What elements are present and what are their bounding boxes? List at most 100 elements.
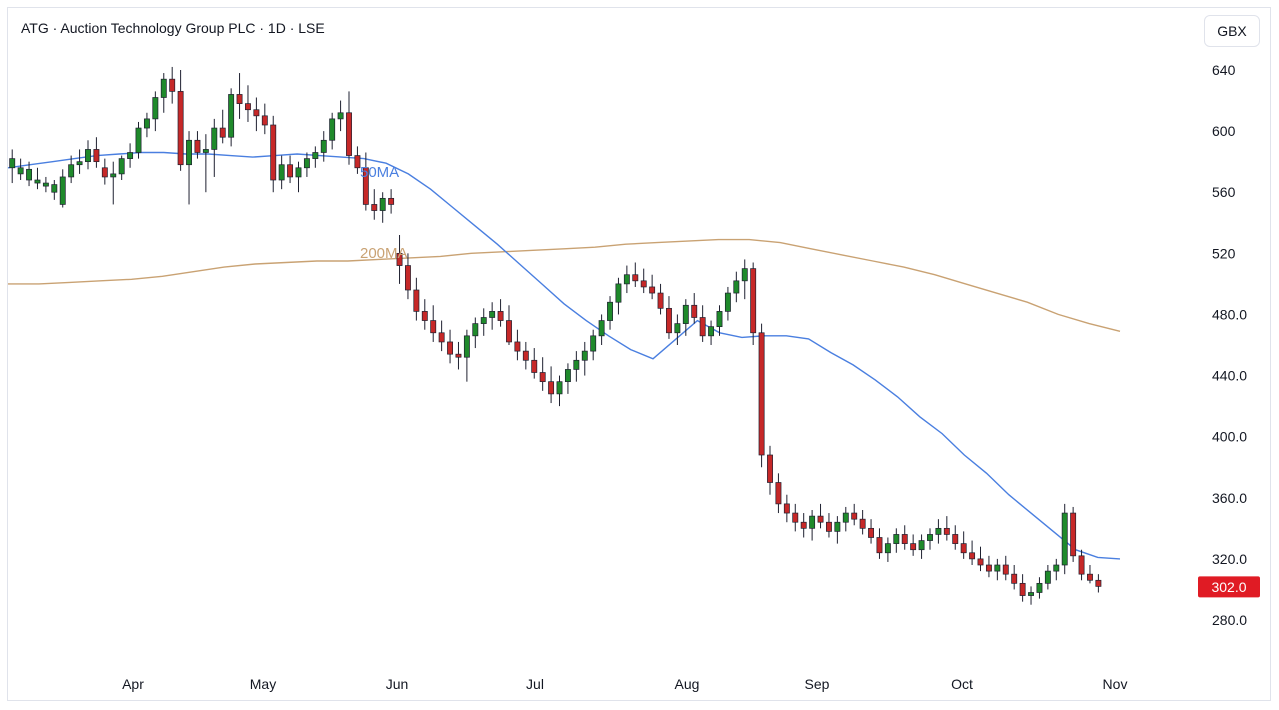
candle-up — [320, 131, 327, 162]
candle-up — [708, 320, 715, 345]
candle-up — [716, 305, 723, 336]
candle-body — [623, 274, 630, 285]
candle-up — [607, 296, 613, 330]
candle-down — [219, 109, 226, 144]
candle-body — [303, 158, 310, 169]
candle-body — [800, 521, 807, 529]
candle-body — [329, 118, 336, 141]
candle-body — [522, 350, 529, 361]
candle-down — [270, 115, 277, 193]
candle-body — [817, 515, 824, 523]
candle-up — [85, 140, 91, 170]
candle-down — [1095, 574, 1102, 593]
y-tick-label: 440.0 — [1212, 368, 1247, 384]
candle-down — [1078, 549, 1085, 581]
candle-down — [522, 341, 529, 370]
candle-body — [943, 527, 950, 535]
candle-down — [1002, 555, 1009, 581]
candle-up — [935, 519, 942, 544]
candle-body — [472, 323, 479, 337]
candle-body — [1095, 579, 1102, 587]
candle-body — [421, 311, 428, 321]
chart-title: ATG · Auction Technology Group PLC · 1D … — [21, 20, 325, 36]
candle-body — [85, 149, 91, 163]
candle-body — [590, 335, 597, 352]
candle-down — [447, 329, 454, 364]
candle-body — [775, 482, 782, 505]
candle-body — [581, 350, 588, 361]
candle-up — [1053, 558, 1060, 581]
candle-up — [842, 506, 849, 532]
candle-down — [245, 85, 251, 122]
candle-body — [910, 543, 917, 551]
candle-down — [388, 189, 395, 214]
candle-down — [514, 329, 521, 361]
candle-down — [1087, 565, 1093, 584]
candle-body — [362, 167, 369, 205]
candle-up — [1028, 586, 1034, 605]
candle-body — [371, 204, 378, 211]
candle-up — [834, 516, 841, 544]
candle-up — [733, 271, 740, 303]
candle-down — [825, 513, 832, 538]
candle-up — [295, 161, 302, 193]
candle-body — [506, 320, 512, 343]
candle-down — [792, 503, 799, 532]
candle-down — [758, 323, 765, 468]
candle-body — [1002, 564, 1009, 575]
candle-body — [539, 372, 546, 383]
candle-body — [169, 78, 176, 92]
labels-layer: 50MA 200MA 302.0 — [360, 164, 1260, 598]
x-tick-label: Aug — [675, 676, 700, 692]
candle-body — [842, 512, 849, 523]
candle-down — [346, 91, 352, 165]
y-tick-label: 280.0 — [1212, 612, 1247, 628]
candle-body — [186, 139, 192, 166]
candle-body — [1070, 512, 1077, 557]
candle-up — [186, 131, 192, 205]
candle-up — [26, 161, 33, 187]
x-tick-label: Oct — [951, 676, 973, 692]
candle-body — [985, 564, 992, 572]
candle-up — [598, 314, 605, 345]
candle-down — [430, 305, 437, 342]
currency-button[interactable]: GBX — [1204, 15, 1260, 47]
candle-body — [489, 311, 496, 318]
candle-up — [1061, 503, 1068, 575]
candle-body — [514, 341, 521, 352]
candle-body — [228, 94, 235, 138]
candle-body — [935, 527, 942, 535]
candle-body — [160, 78, 167, 98]
candle-body — [767, 454, 773, 483]
candle-down — [236, 73, 243, 119]
candle-body — [792, 512, 799, 523]
candle-down — [969, 540, 976, 565]
candle-body — [531, 359, 538, 373]
candle-body — [598, 320, 605, 337]
candle-down — [396, 235, 403, 284]
candle-up — [741, 259, 748, 300]
candle-down — [362, 152, 369, 211]
candle-body — [615, 283, 622, 303]
candle-up — [9, 149, 16, 184]
last-price-label: 302.0 — [1211, 579, 1246, 595]
candle-body — [868, 527, 875, 538]
ma50-label: 50MA — [360, 164, 399, 181]
candle-down — [371, 189, 378, 220]
candle-body — [42, 182, 49, 187]
candle-down — [817, 503, 824, 529]
candle-down — [910, 534, 917, 556]
candle-body — [893, 534, 900, 544]
candle-body — [573, 359, 580, 370]
candle-body — [127, 152, 134, 159]
candle-body — [952, 534, 959, 544]
candle-down — [261, 103, 268, 135]
candle-down — [497, 299, 504, 327]
candle-body — [969, 552, 976, 560]
candle-body — [851, 512, 858, 520]
candle-body — [320, 139, 327, 153]
x-tick-label: Sep — [805, 676, 830, 692]
ma50-layer — [7, 151, 1121, 560]
candle-up — [379, 192, 386, 223]
